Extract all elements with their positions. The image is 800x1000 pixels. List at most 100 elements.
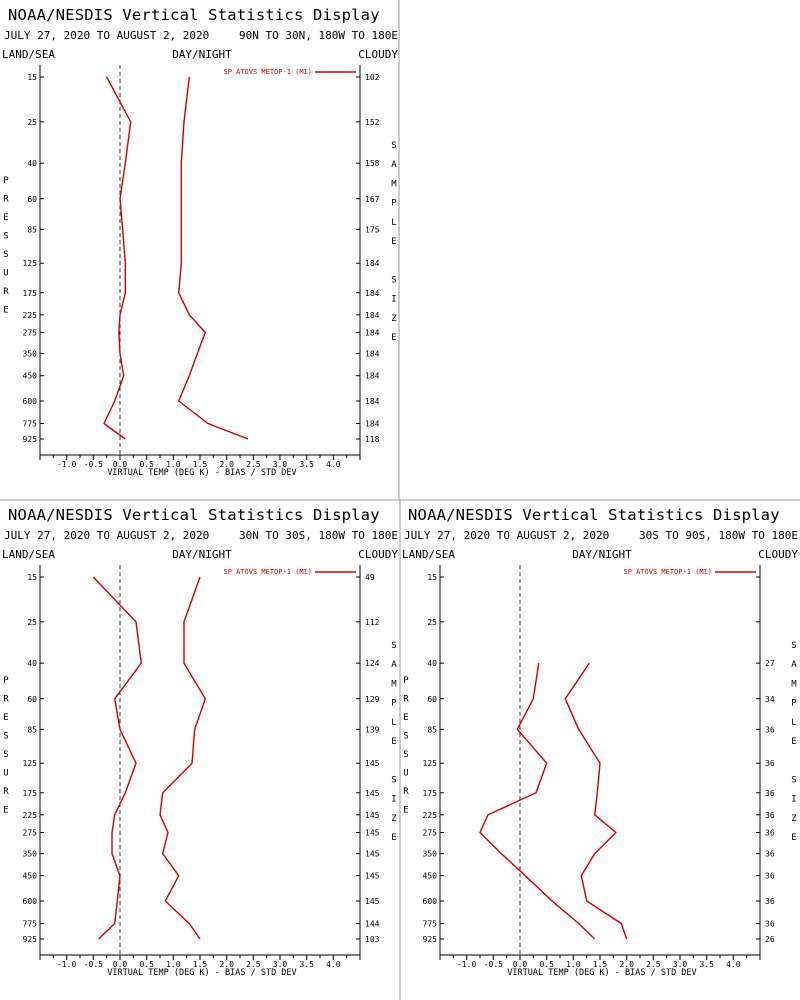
sample-size-axis-letter: M bbox=[791, 679, 797, 689]
sample-size-label: 184 bbox=[365, 372, 380, 381]
pressure-tick-label: 775 bbox=[23, 919, 38, 928]
pressure-tick-label: 85 bbox=[427, 725, 437, 734]
pressure-tick-label: 775 bbox=[23, 419, 38, 428]
pressure-tick-label: 60 bbox=[427, 695, 437, 704]
series-line-std-dev bbox=[564, 662, 628, 940]
region-label: 90N TO 30N, 180W TO 180E bbox=[239, 29, 398, 42]
pressure-tick-label: 15 bbox=[427, 573, 437, 582]
legend-label: SP ATOVS METOP-1 (M1) bbox=[623, 568, 712, 576]
x-tick-label: 2.0 bbox=[219, 460, 234, 469]
x-tick-label: 0.5 bbox=[139, 460, 154, 469]
pressure-axis-letter: E bbox=[3, 713, 8, 723]
sample-size-axis-letter: S bbox=[391, 641, 396, 651]
sample-size-axis-letter: P bbox=[391, 199, 397, 209]
x-tick-label: 3.5 bbox=[299, 960, 314, 969]
pressure-tick-label: 225 bbox=[423, 811, 438, 820]
sample-size-label: 184 bbox=[365, 328, 380, 337]
sample-size-axis-letter: E bbox=[391, 237, 396, 247]
sample-size-axis-letter: E bbox=[391, 333, 396, 343]
sample-size-label: 144 bbox=[365, 919, 380, 928]
pressure-tick-label: 450 bbox=[23, 872, 38, 881]
sample-size-axis-letter: I bbox=[791, 795, 796, 805]
x-axis-title: VIRTUAL TEMP (DEG K) - BIAS / STD DEV bbox=[107, 468, 296, 478]
land-sea-label: LAND/SEA bbox=[402, 548, 455, 561]
pressure-tick-label: 350 bbox=[23, 850, 38, 859]
legend-label: SP ATOVS METOP-1 (M1) bbox=[223, 568, 312, 576]
sample-size-axis-letter: L bbox=[391, 718, 396, 728]
pressure-tick-label: 350 bbox=[423, 850, 438, 859]
sample-size-label: 184 bbox=[365, 397, 380, 406]
panel-north: NOAA/NESDIS Vertical Statistics Display … bbox=[2, 6, 398, 478]
x-tick-label: 4.0 bbox=[326, 960, 341, 969]
x-tick-label: -0.5 bbox=[84, 460, 103, 469]
sample-size-axis-letter: M bbox=[391, 179, 397, 189]
pressure-axis-letter: P bbox=[403, 676, 409, 686]
region-label: 30S TO 90S, 180W TO 180E bbox=[639, 529, 798, 542]
sample-size-label: 145 bbox=[365, 811, 380, 820]
x-tick-label: -0.5 bbox=[84, 960, 103, 969]
pressure-tick-label: 275 bbox=[23, 328, 38, 337]
pressure-axis-letter: P bbox=[3, 676, 9, 686]
sample-size-axis-letter: E bbox=[791, 737, 796, 747]
pressure-axis-letter: R bbox=[403, 787, 409, 797]
x-axis-title: VIRTUAL TEMP (DEG K) - BIAS / STD DEV bbox=[507, 968, 696, 978]
chart-plot-south: -1.0 -0.5 0.0 0.5 1.0 1.5 2.0 2.5 3.0 3.5 4.0 VIRTU… bbox=[403, 565, 797, 978]
pressure-tick-label: 175 bbox=[23, 789, 38, 798]
sample-size-axis-letter: Z bbox=[391, 314, 397, 324]
x-tick-label: 1.5 bbox=[193, 460, 208, 469]
pressure-tick-label: 775 bbox=[423, 919, 438, 928]
land-sea-label: LAND/SEA bbox=[2, 48, 55, 61]
pressure-tick-label: 25 bbox=[27, 618, 37, 627]
pressure-tick-label: 225 bbox=[23, 811, 38, 820]
sample-size-label: 184 bbox=[365, 419, 380, 428]
sample-size-label: 36 bbox=[765, 789, 775, 798]
x-tick-label: 1.0 bbox=[566, 960, 581, 969]
sample-size-label: 145 bbox=[365, 789, 380, 798]
sample-size-label: 145 bbox=[365, 850, 380, 859]
sample-size-label: 158 bbox=[365, 159, 380, 168]
cloudy-label: CLOUDY bbox=[358, 548, 398, 561]
sample-size-label: 49 bbox=[365, 573, 375, 582]
x-tick-label: -1.0 bbox=[57, 460, 76, 469]
sample-size-label: 36 bbox=[765, 811, 775, 820]
x-tick-label: 0.5 bbox=[539, 960, 554, 969]
sample-size-label: 152 bbox=[365, 118, 380, 127]
sample-size-label: 129 bbox=[365, 695, 380, 704]
legend-label: SP ATOVS METOP-1 (M1) bbox=[223, 68, 312, 76]
sample-size-label: 145 bbox=[365, 759, 380, 768]
sample-size-label: 175 bbox=[365, 225, 380, 234]
pressure-tick-label: 60 bbox=[27, 195, 37, 204]
sample-size-axis-letter: S bbox=[791, 641, 796, 651]
pressure-axis-letter: U bbox=[3, 269, 8, 279]
pressure-axis-letter: E bbox=[403, 713, 408, 723]
pressure-axis-letter: R bbox=[3, 787, 9, 797]
sample-size-axis-letter: A bbox=[391, 660, 397, 670]
pressure-tick-label: 175 bbox=[423, 789, 438, 798]
sample-size-axis-letter: Z bbox=[391, 814, 397, 824]
sample-size-label: 124 bbox=[365, 659, 380, 668]
sample-size-label: 184 bbox=[365, 350, 380, 359]
panel-title: NOAA/NESDIS Vertical Statistics Display bbox=[8, 6, 380, 24]
pressure-tick-label: 25 bbox=[427, 618, 437, 627]
series-line-std-dev bbox=[159, 576, 207, 940]
pressure-axis-letter: R bbox=[3, 195, 9, 205]
region-label: 30N TO 30S, 180W TO 180E bbox=[239, 529, 398, 542]
pressure-tick-label: 275 bbox=[423, 828, 438, 837]
cloudy-label: CLOUDY bbox=[358, 48, 398, 61]
sample-size-axis-letter: S bbox=[391, 141, 396, 151]
x-tick-label: 2.0 bbox=[219, 960, 234, 969]
day-night-label: DAY/NIGHT bbox=[572, 548, 632, 561]
pressure-axis-letter: P bbox=[3, 176, 9, 186]
sample-size-label: 36 bbox=[765, 872, 775, 881]
series-line-bias bbox=[92, 576, 143, 940]
series-line-std-dev bbox=[177, 76, 249, 440]
sample-size-label: 36 bbox=[765, 919, 775, 928]
pressure-axis-letter: S bbox=[3, 250, 8, 260]
pressure-axis-letter: U bbox=[403, 769, 408, 779]
sample-size-label: 145 bbox=[365, 897, 380, 906]
sample-size-label: 27 bbox=[765, 659, 775, 668]
sample-size-axis-letter: L bbox=[791, 718, 796, 728]
pressure-axis-letter: S bbox=[3, 732, 8, 742]
pressure-tick-label: 40 bbox=[427, 659, 437, 668]
